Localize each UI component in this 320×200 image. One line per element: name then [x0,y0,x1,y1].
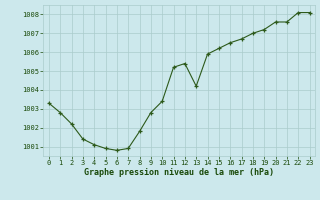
X-axis label: Graphe pression niveau de la mer (hPa): Graphe pression niveau de la mer (hPa) [84,168,274,177]
